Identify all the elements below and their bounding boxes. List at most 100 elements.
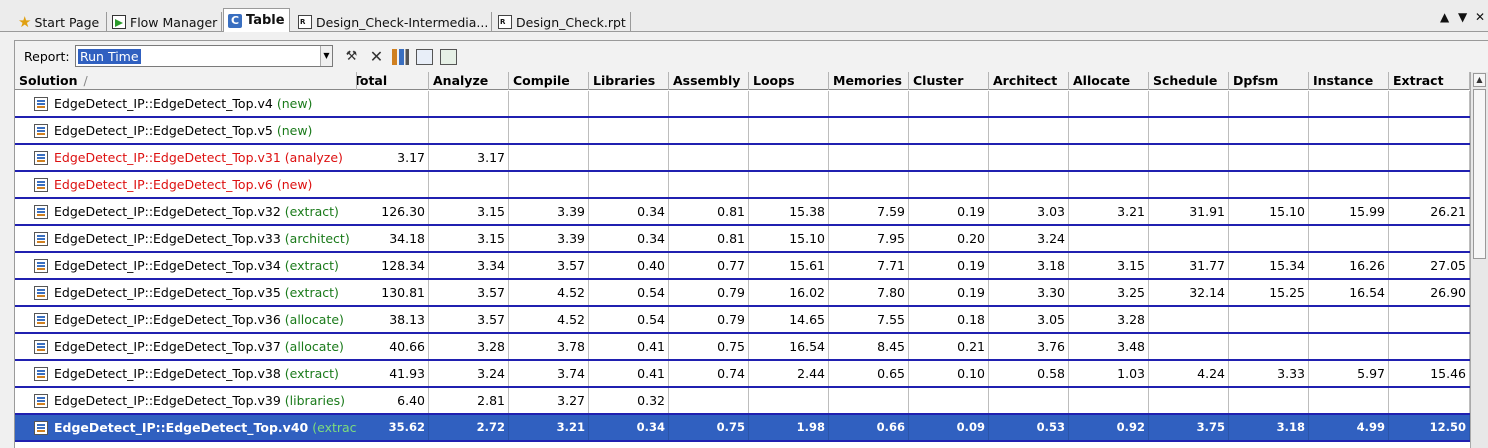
tools-icon[interactable]: ⚒ bbox=[345, 49, 358, 64]
table-row[interactable]: EdgeDetect_IP::EdgeDetect_Top.v37 (alloca… bbox=[15, 334, 1470, 361]
cell-analyze bbox=[429, 91, 509, 116]
tab-start-page[interactable]: ★ Start Page bbox=[14, 12, 107, 32]
table-row[interactable]: EdgeDetect_IP::EdgeDetect_Top.v39 (librar… bbox=[15, 388, 1470, 415]
cell-memories: 7.71 bbox=[829, 253, 909, 278]
cell-memories: 8.45 bbox=[829, 334, 909, 359]
tab-flow-manager[interactable]: Flow Manager bbox=[108, 12, 222, 32]
column-header-label: Architect bbox=[993, 73, 1058, 88]
solution-text: EdgeDetect_IP::EdgeDetect_Top.v5 (new) bbox=[54, 118, 312, 143]
cell-allocate: 1.03 bbox=[1069, 361, 1149, 386]
cell-architect: 3.24 bbox=[989, 226, 1069, 251]
solution-name: EdgeDetect_IP::EdgeDetect_Top.v4 bbox=[54, 96, 273, 111]
cell-total: 41.93 bbox=[357, 361, 429, 386]
solution-text: EdgeDetect_IP::EdgeDetect_Top.v35 (extrac… bbox=[54, 280, 339, 305]
column-header-extract[interactable]: Extract bbox=[1389, 72, 1470, 90]
solution-icon bbox=[34, 367, 48, 381]
solution-status: (extract) bbox=[284, 366, 339, 381]
column-header-libraries[interactable]: Libraries bbox=[589, 72, 669, 90]
cell-total bbox=[357, 91, 429, 116]
column-header-label: Allocate bbox=[1073, 73, 1131, 88]
cell-assembly bbox=[669, 388, 749, 413]
cell-allocate: 3.15 bbox=[1069, 253, 1149, 278]
clear-icon[interactable]: ✕ bbox=[369, 47, 384, 66]
chart-icon[interactable] bbox=[392, 49, 409, 65]
results-table: Solution / Total Analyze Compile Libraries Ass… bbox=[15, 72, 1488, 448]
table-view-icon[interactable] bbox=[416, 49, 433, 65]
solution-status: (extract) bbox=[284, 204, 339, 219]
table-row[interactable]: EdgeDetect_IP::EdgeDetect_Top.v6 (new) bbox=[15, 172, 1470, 199]
cell-extract: 26.90 bbox=[1389, 280, 1470, 305]
table-header: Solution / Total Analyze Compile Libraries Ass… bbox=[15, 72, 1470, 90]
sort-indicator-icon: / bbox=[83, 73, 88, 88]
export-icon[interactable] bbox=[440, 49, 457, 65]
solution-name: EdgeDetect_IP::EdgeDetect_Top.v33 bbox=[54, 231, 281, 246]
tab-label: Design_Check-Intermedia... bbox=[316, 14, 489, 30]
cell-dpfsm bbox=[1229, 145, 1309, 170]
column-header-total[interactable]: Total bbox=[357, 72, 429, 90]
solution-text: EdgeDetect_IP::EdgeDetect_Top.v39 (librar… bbox=[54, 388, 345, 413]
cell-dpfsm bbox=[1229, 388, 1309, 413]
column-header-dpfsm[interactable]: Dpfsm bbox=[1229, 72, 1309, 90]
column-header-schedule[interactable]: Schedule bbox=[1149, 72, 1229, 90]
cell-allocate bbox=[1069, 91, 1149, 116]
column-header-label: Assembly bbox=[673, 73, 741, 88]
tab-label: Table bbox=[246, 13, 285, 28]
cell-architect: 3.03 bbox=[989, 199, 1069, 224]
column-header-memories[interactable]: Memories bbox=[829, 72, 909, 90]
cell-instance bbox=[1309, 172, 1389, 197]
cell-assembly: 0.77 bbox=[669, 253, 749, 278]
column-header-analyze[interactable]: Analyze bbox=[429, 72, 509, 90]
cell-libraries: 0.34 bbox=[589, 199, 669, 224]
cell-total: 130.81 bbox=[357, 280, 429, 305]
cell-libraries bbox=[589, 172, 669, 197]
cell-libraries: 0.41 bbox=[589, 334, 669, 359]
table-row[interactable]: EdgeDetect_IP::EdgeDetect_Top.v5 (new) bbox=[15, 118, 1470, 145]
table-row[interactable]: EdgeDetect_IP::EdgeDetect_Top.v40 (extrac… bbox=[15, 415, 1470, 442]
table-row[interactable]: EdgeDetect_IP::EdgeDetect_Top.v38 (extrac… bbox=[15, 361, 1470, 388]
solution-cell: EdgeDetect_IP::EdgeDetect_Top.v31 (analyz… bbox=[15, 145, 357, 170]
solution-name: EdgeDetect_IP::EdgeDetect_Top.v36 bbox=[54, 312, 281, 327]
scrollbar-thumb[interactable] bbox=[1473, 89, 1486, 259]
column-header-architect[interactable]: Architect bbox=[989, 72, 1069, 90]
column-header-assembly[interactable]: Assembly bbox=[669, 72, 749, 90]
table-row[interactable]: EdgeDetect_IP::EdgeDetect_Top.v4 (new) bbox=[15, 91, 1470, 118]
column-header-instance[interactable]: Instance bbox=[1309, 72, 1389, 90]
column-header-loops[interactable]: Loops bbox=[749, 72, 829, 90]
table-row[interactable]: EdgeDetect_IP::EdgeDetect_Top.v32 (extrac… bbox=[15, 199, 1470, 226]
table-row[interactable]: EdgeDetect_IP::EdgeDetect_Top.v35 (extrac… bbox=[15, 280, 1470, 307]
column-header-cluster[interactable]: Cluster bbox=[909, 72, 989, 90]
close-icon[interactable]: ✕ bbox=[1475, 10, 1486, 24]
cell-analyze: 3.24 bbox=[429, 361, 509, 386]
cell-memories: 7.80 bbox=[829, 280, 909, 305]
table-row[interactable]: EdgeDetect_IP::EdgeDetect_Top.v36 (alloca… bbox=[15, 307, 1470, 334]
cell-cluster: 0.21 bbox=[909, 334, 989, 359]
cell-compile bbox=[509, 172, 589, 197]
solution-name: EdgeDetect_IP::EdgeDetect_Top.v40 bbox=[54, 420, 309, 435]
solution-name: EdgeDetect_IP::EdgeDetect_Top.v32 bbox=[54, 204, 281, 219]
table-row[interactable]: EdgeDetect_IP::EdgeDetect_Top.v31 (analyz… bbox=[15, 145, 1470, 172]
column-header-solution[interactable]: Solution / bbox=[15, 72, 357, 90]
cell-allocate: 3.48 bbox=[1069, 334, 1149, 359]
cell-allocate bbox=[1069, 226, 1149, 251]
maximize-icon[interactable]: ▲ bbox=[1440, 10, 1450, 24]
solution-status: (allocate) bbox=[284, 312, 344, 327]
cell-assembly: 0.81 bbox=[669, 226, 749, 251]
cell-compile bbox=[509, 118, 589, 143]
cell-dpfsm: 3.33 bbox=[1229, 361, 1309, 386]
tab-design-check-intermediate[interactable]: R Design_Check-Intermedia... bbox=[294, 12, 492, 32]
column-header-compile[interactable]: Compile bbox=[509, 72, 589, 90]
report-select[interactable]: Run Time ▼ bbox=[75, 45, 333, 67]
cell-allocate bbox=[1069, 145, 1149, 170]
table-row[interactable]: EdgeDetect_IP::EdgeDetect_Top.v33 (archit… bbox=[15, 226, 1470, 253]
tab-design-check-rpt[interactable]: R Design_Check.rpt bbox=[494, 12, 631, 32]
cell-architect bbox=[989, 91, 1069, 116]
column-header-allocate[interactable]: Allocate bbox=[1069, 72, 1149, 90]
cell-total: 40.66 bbox=[357, 334, 429, 359]
chevron-down-icon[interactable]: ▼ bbox=[1458, 10, 1468, 24]
scroll-up-icon[interactable]: ▲ bbox=[1473, 73, 1486, 87]
tab-table[interactable]: C Table bbox=[223, 8, 290, 32]
table-row[interactable]: EdgeDetect_IP::EdgeDetect_Top.v34 (extrac… bbox=[15, 253, 1470, 280]
chevron-down-icon[interactable]: ▼ bbox=[320, 46, 332, 66]
cell-allocate bbox=[1069, 172, 1149, 197]
vertical-scrollbar[interactable]: ▲ bbox=[1470, 72, 1488, 448]
